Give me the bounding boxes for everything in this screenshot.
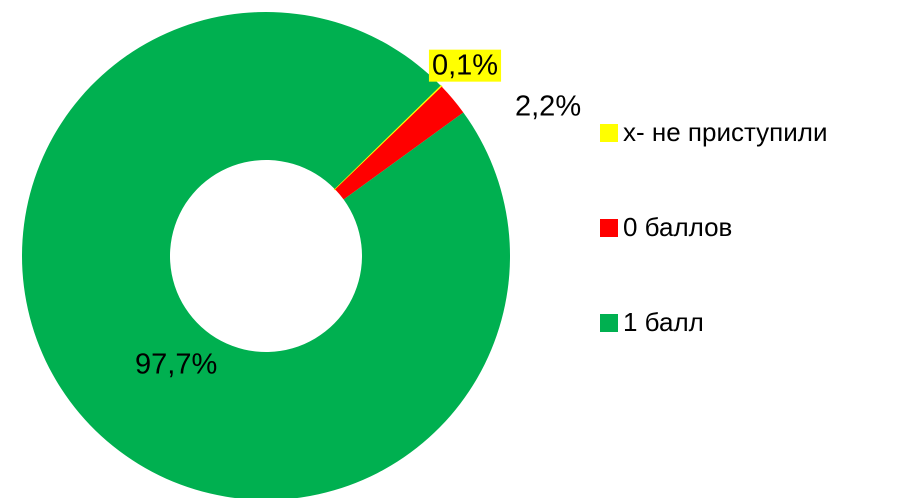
legend-label: 0 баллов: [623, 212, 732, 242]
legend-label: 1 балл: [623, 307, 704, 337]
legend-swatch: [600, 219, 618, 237]
donut-slice: [333, 84, 443, 191]
data-label-background: [428, 49, 502, 82]
data-label: 0,1%: [432, 50, 498, 82]
legend-swatch: [600, 314, 618, 332]
data-label-group: 0,1%: [428, 49, 502, 82]
data-label-group: 2,2%: [515, 91, 581, 123]
donut-slice: [335, 86, 464, 200]
legend-swatch: [600, 124, 618, 142]
data-label: 2,2%: [515, 91, 581, 123]
legend-label: x- не приступили: [623, 117, 827, 147]
data-label-group: 97,7%: [135, 349, 217, 381]
data-label: 97,7%: [135, 349, 217, 381]
donut-slice: [22, 12, 510, 498]
